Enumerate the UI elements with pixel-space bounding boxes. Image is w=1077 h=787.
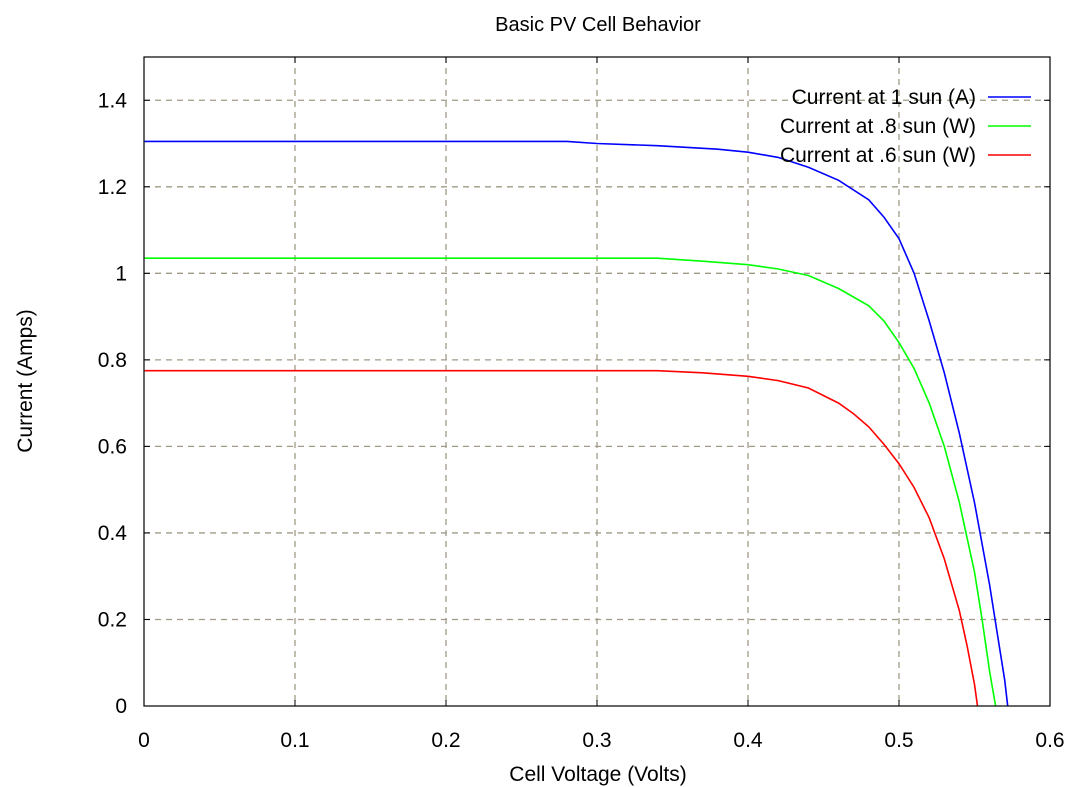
x-tick-label: 0.5 [884,729,913,752]
series-line-3 [144,369,979,707]
x-tick-label: 0.2 [431,729,460,752]
grid [144,57,1050,706]
y-tick-label: 0.2 [98,608,127,631]
series-lines [144,140,1009,707]
x-tick-label: 0 [138,729,150,752]
legend-label-3: Current at .6 sun (W) [780,144,976,167]
x-tick-label: 0.1 [280,729,309,752]
y-tick-labels: 0 0.2 0.4 0.6 0.8 1 1.2 1.4 [98,89,128,718]
y-tick-label: 0.6 [98,435,127,458]
y-tick-label: 1.4 [98,89,128,112]
legend: Current at 1 sun (A) Current at .8 sun (W… [780,86,1031,167]
x-tick-labels: 0 0.1 0.2 0.3 0.4 0.5 0.6 [138,729,1064,752]
x-tick-label: 0.6 [1035,729,1064,752]
chart-title: Basic PV Cell Behavior [495,14,701,36]
series-line-2 [144,257,997,707]
axis-ticks [143,57,1051,707]
legend-label-1: Current at 1 sun (A) [792,86,976,109]
y-tick-label: 0.8 [98,349,127,372]
y-axis-label: Current (Amps) [14,309,37,453]
y-tick-label: 0 [115,695,127,718]
series-line-1 [144,140,1009,707]
x-tick-label: 0.3 [582,729,611,752]
y-tick-label: 1.2 [98,176,127,199]
plot-frame [143,56,1051,707]
y-tick-label: 1 [115,262,127,285]
x-axis-label: Cell Voltage (Volts) [509,763,686,786]
legend-label-2: Current at .8 sun (W) [780,115,976,138]
y-tick-label: 0.4 [98,522,128,545]
x-tick-label: 0.4 [733,729,763,752]
